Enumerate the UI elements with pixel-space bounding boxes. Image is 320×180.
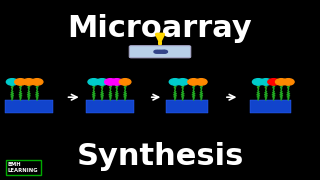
Circle shape <box>283 79 294 85</box>
Bar <box>250 100 291 113</box>
Circle shape <box>162 50 167 53</box>
Circle shape <box>119 79 131 85</box>
Circle shape <box>188 79 199 85</box>
Circle shape <box>260 79 272 85</box>
Circle shape <box>252 79 264 85</box>
Text: Synthesis: Synthesis <box>76 142 244 171</box>
Circle shape <box>177 79 188 85</box>
Circle shape <box>23 79 35 85</box>
Circle shape <box>111 79 123 85</box>
Text: Microarray: Microarray <box>68 14 252 43</box>
Circle shape <box>88 79 100 85</box>
Circle shape <box>156 50 161 53</box>
Circle shape <box>6 79 18 85</box>
Circle shape <box>96 79 108 85</box>
Circle shape <box>196 79 207 85</box>
Circle shape <box>268 79 279 85</box>
Circle shape <box>15 79 26 85</box>
FancyBboxPatch shape <box>129 46 191 58</box>
Bar <box>166 100 208 113</box>
Circle shape <box>161 50 166 53</box>
Text: BMH
LEARNING: BMH LEARNING <box>8 162 39 173</box>
Circle shape <box>276 79 287 85</box>
Circle shape <box>159 50 164 53</box>
Bar <box>5 100 53 113</box>
Circle shape <box>31 79 43 85</box>
Circle shape <box>154 50 159 53</box>
Circle shape <box>169 79 181 85</box>
Circle shape <box>105 79 116 85</box>
Bar <box>86 100 134 113</box>
